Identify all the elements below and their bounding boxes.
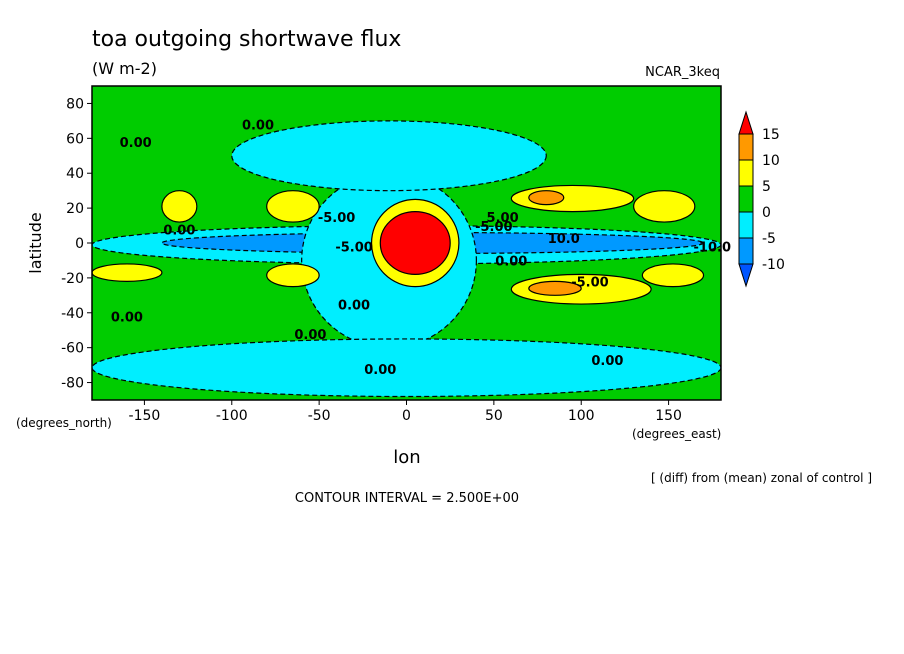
- contour-label-0: 0.00: [242, 119, 274, 134]
- x-axis-label: lon: [393, 447, 420, 468]
- contour-label-12: 0.00: [111, 311, 143, 326]
- contour-label-3: 5.00: [487, 211, 519, 226]
- x-tick-label: -150: [129, 408, 161, 424]
- contour-label-1: 0.00: [120, 136, 152, 151]
- contour-region-15: [633, 190, 696, 223]
- contour-region-10: [92, 263, 163, 282]
- y-tick-label: -80: [61, 376, 84, 392]
- colorbar-band: [738, 159, 754, 187]
- y-tick-label: -40: [61, 306, 84, 322]
- plot-area: [92, 86, 721, 400]
- y-tick-label: 0: [75, 236, 84, 252]
- contour-label-4: -5.00: [475, 220, 512, 235]
- y-tick-label: -60: [61, 341, 84, 357]
- contour-region-12: [528, 190, 565, 206]
- contour-region-16: [641, 263, 705, 288]
- colorbar-label: -5: [762, 231, 776, 247]
- y-tick-label: 40: [66, 166, 84, 182]
- x-tick-label: -100: [216, 408, 248, 424]
- contour-label-5: 10.0: [548, 232, 580, 247]
- colorbar-label: 10: [762, 153, 780, 169]
- colorbar-label: 5: [762, 179, 771, 195]
- x-tick-label: 0: [402, 408, 411, 424]
- y-tick-label: 80: [66, 96, 84, 112]
- contour-label-6: 0.00: [163, 223, 195, 238]
- contour-label-2: -5.00: [318, 211, 355, 226]
- contour-label-10: -5.00: [571, 276, 608, 291]
- contour-region-9: [266, 263, 320, 288]
- y-tick-label: 60: [66, 131, 84, 147]
- contour-region-4: [231, 120, 547, 192]
- colorbar-label: 0: [762, 205, 771, 221]
- contour-region-8: [266, 190, 320, 223]
- y-tick-label: 20: [66, 201, 84, 217]
- dataset-label: NCAR_3keq: [645, 65, 720, 80]
- colorbar-bottom-triangle: [738, 263, 754, 288]
- contour-interval: CONTOUR INTERVAL = 2.500E+00: [295, 491, 519, 506]
- y-axis-ticks: 80 60 40 20 0 -20 -40 -60 -80: [61, 96, 92, 392]
- y-units-label: (degrees_north): [16, 416, 112, 430]
- chart-title: toa outgoing shortwave flux: [92, 27, 401, 52]
- colorbar-band: [738, 237, 754, 265]
- colorbar-top-triangle: [738, 110, 754, 135]
- x-tick-label: 150: [655, 408, 682, 424]
- x-units-label: (degrees_east): [632, 427, 721, 441]
- colorbar: 15 10 5 0 -5 -10: [738, 110, 785, 288]
- contour-label-7: -5.00: [335, 241, 372, 256]
- colorbar-band: [738, 133, 754, 161]
- contour-region-14: [528, 280, 582, 296]
- colorbar-band: [738, 211, 754, 239]
- x-tick-label: -50: [308, 408, 331, 424]
- contour-label-8: -10.0: [694, 241, 731, 256]
- contour-label-13: 0.00: [294, 328, 326, 343]
- colorbar-label: 15: [762, 127, 780, 143]
- colorbar-band: [738, 185, 754, 213]
- contour-region-7: [161, 190, 198, 223]
- y-tick-label: -20: [61, 271, 84, 287]
- contour-label-14: 0.00: [364, 363, 396, 378]
- x-tick-label: 50: [485, 408, 503, 424]
- contour-label-9: 0.00: [495, 255, 527, 270]
- x-tick-label: 100: [568, 408, 595, 424]
- diff-note: [ (diff) from (mean) zonal of control ]: [651, 471, 872, 485]
- contour-label-11: 0.00: [338, 298, 370, 313]
- contour-region-6: [379, 211, 451, 276]
- contour-region-3: [92, 338, 721, 398]
- y-axis-label: latitude: [26, 212, 45, 273]
- colorbar-label: -10: [762, 257, 785, 273]
- x-axis-ticks: -150 -100 -50 0 50 100 150: [129, 400, 682, 424]
- units-label: (W m-2): [92, 59, 157, 78]
- contour-label-15: 0.00: [591, 354, 623, 369]
